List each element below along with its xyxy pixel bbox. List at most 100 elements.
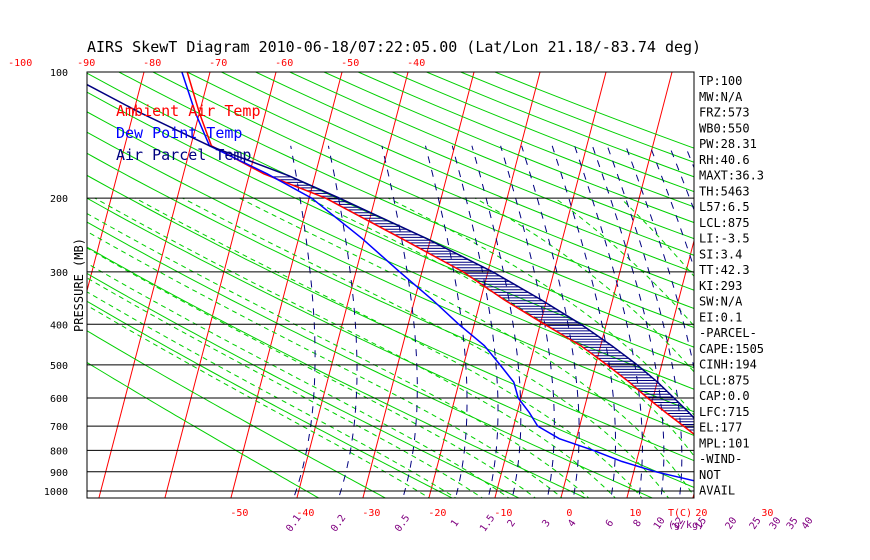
- mixing-ratio-line: [521, 145, 580, 498]
- mixing-ratio-tick-label: 40: [800, 515, 816, 531]
- dry-adiabat-line: [87, 330, 387, 498]
- index-item: RH:40.6: [699, 153, 750, 167]
- index-item: WB0:550: [699, 121, 750, 135]
- air-parcel-temp-line: [87, 83, 694, 420]
- isotherm-line: [230, 72, 343, 498]
- pressure-tick-label: 1000: [44, 487, 68, 498]
- pressure-tick-label: 100: [50, 68, 68, 79]
- isotherm-line: [560, 72, 673, 498]
- index-item: LCL:875: [699, 373, 750, 387]
- index-item: TH:5463: [699, 184, 750, 198]
- index-item: LCL:875: [699, 216, 750, 230]
- mixing-ratio-lines: [290, 145, 694, 498]
- pressure-tick-label: 400: [50, 320, 68, 331]
- moist-adiabat-line: [87, 291, 457, 498]
- top-temp-tick-labels: -120-110-100-90-80-70-60-50-40: [8, 58, 425, 69]
- mixing-ratio-line: [471, 145, 522, 498]
- dry-adiabat-line: [459, 72, 694, 163]
- moist-adiabat-line: [87, 247, 537, 498]
- isotherm-line: [494, 72, 607, 498]
- dry-adiabat-line: [186, 72, 694, 291]
- pressure-tick-label: 500: [50, 361, 68, 372]
- bottom-temp-tick-labels: -50 -40 -30 -20 -10 0 10 20 30: [230, 508, 773, 519]
- mixing-ratio-tick-label: 1: [449, 518, 461, 529]
- pressure-tick-label: 900: [50, 468, 68, 479]
- index-item: TP:100: [699, 74, 742, 88]
- moist-adiabat-line: [134, 197, 643, 498]
- pressure-tick-label: 300: [50, 268, 68, 279]
- pressure-tick-label: 200: [50, 194, 68, 205]
- mixing-ratio-tick-label: 2: [506, 518, 518, 529]
- index-item: MW:N/A: [699, 90, 743, 104]
- index-item: -PARCEL-: [699, 326, 757, 340]
- legend-entry: Air Parcel Temp: [116, 146, 251, 164]
- moist-adiabat-line: [94, 197, 617, 498]
- legend-entry: Dew Point Temp: [116, 124, 242, 142]
- dry-adiabat-line: [254, 72, 694, 256]
- moist-adiabat-line: [87, 262, 510, 498]
- plot-frame: [86, 71, 695, 499]
- index-item: EL:177: [699, 421, 742, 435]
- dry-adiabat-line: [87, 197, 694, 488]
- index-item: MAXT:36.3: [699, 169, 764, 183]
- bottom-temp-tick-label: 20: [695, 508, 707, 519]
- dew-point-temp-line: [181, 72, 694, 482]
- legend: Ambient Air Temp Dew Point Temp Air Parcel…: [116, 102, 261, 164]
- index-item: TT:42.3: [699, 263, 750, 277]
- bottom-temp-tick-label: -20: [428, 508, 446, 519]
- isotherm-line: [0, 31, 23, 508]
- index-item: CAPE:1505: [699, 342, 764, 356]
- moist-adiabat-line: [474, 197, 694, 373]
- series-lines: [87, 72, 694, 482]
- dry-adiabat-line: [87, 246, 587, 498]
- mixing-ratio-tick-label: 3: [540, 518, 552, 529]
- isotherm-line: [756, 31, 870, 508]
- moist-adiabat-line: [239, 197, 694, 498]
- index-item: CAP:0.0: [699, 389, 750, 403]
- mixing-ratio-line: [574, 145, 643, 498]
- isotherm-line: [362, 72, 475, 498]
- moist-adiabat-line: [387, 197, 694, 416]
- index-item: SI:3.4: [699, 247, 742, 261]
- bottom-temp-tick-label: -50: [230, 508, 248, 519]
- bottom-temp-tick-label: -10: [494, 508, 512, 519]
- top-temp-tick-label: -60: [275, 58, 293, 69]
- pressure-tick-label: 600: [50, 394, 68, 405]
- mixing-ratio-unit-label: (g/kg): [668, 520, 704, 531]
- index-item: KI:293: [699, 279, 742, 293]
- top-temp-tick-label: -70: [209, 58, 227, 69]
- isotherm-line: [822, 31, 870, 508]
- y-axis-label: PRESSURE (MB): [72, 238, 86, 332]
- moist-adiabat-line: [87, 230, 563, 498]
- moist-adiabat-line: [87, 212, 590, 498]
- mixing-ratio-tick-label: 0.5: [393, 513, 412, 534]
- isotherm-line: [87, 72, 145, 293]
- dry-adiabat-line: [87, 91, 694, 369]
- mixing-ratio-line: [500, 145, 555, 498]
- mixing-ratio-line: [551, 145, 616, 498]
- chart-title: AIRS SkewT Diagram 2010-06-18/07:22:05.0…: [87, 38, 701, 56]
- mixing-ratio-tick-label: 4: [566, 518, 578, 529]
- moist-adiabat-line: [182, 197, 670, 498]
- dry-adiabat-line: [87, 361, 320, 498]
- bottom-temp-tick-label: 10: [629, 508, 641, 519]
- index-item: NOT: [699, 468, 721, 482]
- dry-adiabat-line: [87, 300, 454, 498]
- index-item: CINH:194: [699, 358, 757, 372]
- moist-adiabat-line: [87, 277, 484, 498]
- index-item: -WIND-: [699, 452, 742, 466]
- dry-adiabat-line: [322, 72, 694, 224]
- index-item: SW:N/A: [699, 295, 743, 309]
- mixing-ratio-tick-label: 20: [724, 515, 740, 531]
- top-temp-tick-label: -40: [407, 58, 425, 69]
- dry-adiabat-line: [220, 72, 694, 273]
- dry-adiabat-line: [87, 111, 694, 390]
- mixing-ratio-line: [451, 145, 499, 498]
- index-item: AVAIL: [699, 484, 735, 498]
- index-item: LFC:715: [699, 405, 750, 419]
- pressure-tick-label: 800: [50, 446, 68, 457]
- top-temp-tick-label: -90: [77, 58, 95, 69]
- cape-hatching: [271, 176, 694, 431]
